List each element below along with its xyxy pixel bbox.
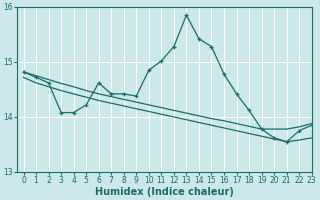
X-axis label: Humidex (Indice chaleur): Humidex (Indice chaleur) (95, 187, 234, 197)
